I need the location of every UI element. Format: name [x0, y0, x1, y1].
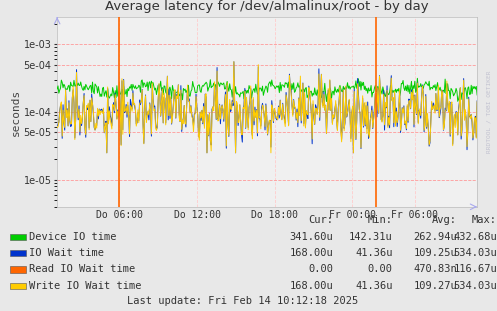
FancyBboxPatch shape	[10, 250, 26, 256]
FancyBboxPatch shape	[10, 267, 26, 272]
Text: RRDTOOL / TOBI OETIKER: RRDTOOL / TOBI OETIKER	[486, 71, 491, 153]
Text: Last update: Fri Feb 14 10:12:18 2025: Last update: Fri Feb 14 10:12:18 2025	[127, 296, 358, 306]
FancyBboxPatch shape	[10, 234, 26, 240]
Text: 142.31u: 142.31u	[349, 232, 393, 242]
Text: Avg:: Avg:	[432, 215, 457, 225]
Text: 168.00u: 168.00u	[289, 248, 333, 258]
Text: 432.68u: 432.68u	[453, 232, 497, 242]
Title: Average latency for /dev/almalinux/root - by day: Average latency for /dev/almalinux/root …	[105, 0, 429, 13]
Text: 341.60u: 341.60u	[289, 232, 333, 242]
Text: Read IO Wait time: Read IO Wait time	[29, 264, 136, 275]
FancyBboxPatch shape	[10, 283, 26, 289]
Text: 262.94u: 262.94u	[414, 232, 457, 242]
Text: 109.25u: 109.25u	[414, 248, 457, 258]
Text: 534.03u: 534.03u	[453, 281, 497, 291]
Text: Device IO time: Device IO time	[29, 232, 117, 242]
Text: Max:: Max:	[472, 215, 497, 225]
Text: 168.00u: 168.00u	[289, 281, 333, 291]
Text: 41.36u: 41.36u	[355, 281, 393, 291]
Text: Min:: Min:	[368, 215, 393, 225]
Text: IO Wait time: IO Wait time	[29, 248, 104, 258]
Text: 116.67u: 116.67u	[453, 264, 497, 275]
Text: 0.00: 0.00	[368, 264, 393, 275]
Text: 0.00: 0.00	[308, 264, 333, 275]
Text: Write IO Wait time: Write IO Wait time	[29, 281, 142, 291]
Y-axis label: seconds: seconds	[11, 88, 21, 136]
Text: 109.27u: 109.27u	[414, 281, 457, 291]
Text: 470.83n: 470.83n	[414, 264, 457, 275]
Text: 41.36u: 41.36u	[355, 248, 393, 258]
Text: 534.03u: 534.03u	[453, 248, 497, 258]
Text: Cur:: Cur:	[308, 215, 333, 225]
